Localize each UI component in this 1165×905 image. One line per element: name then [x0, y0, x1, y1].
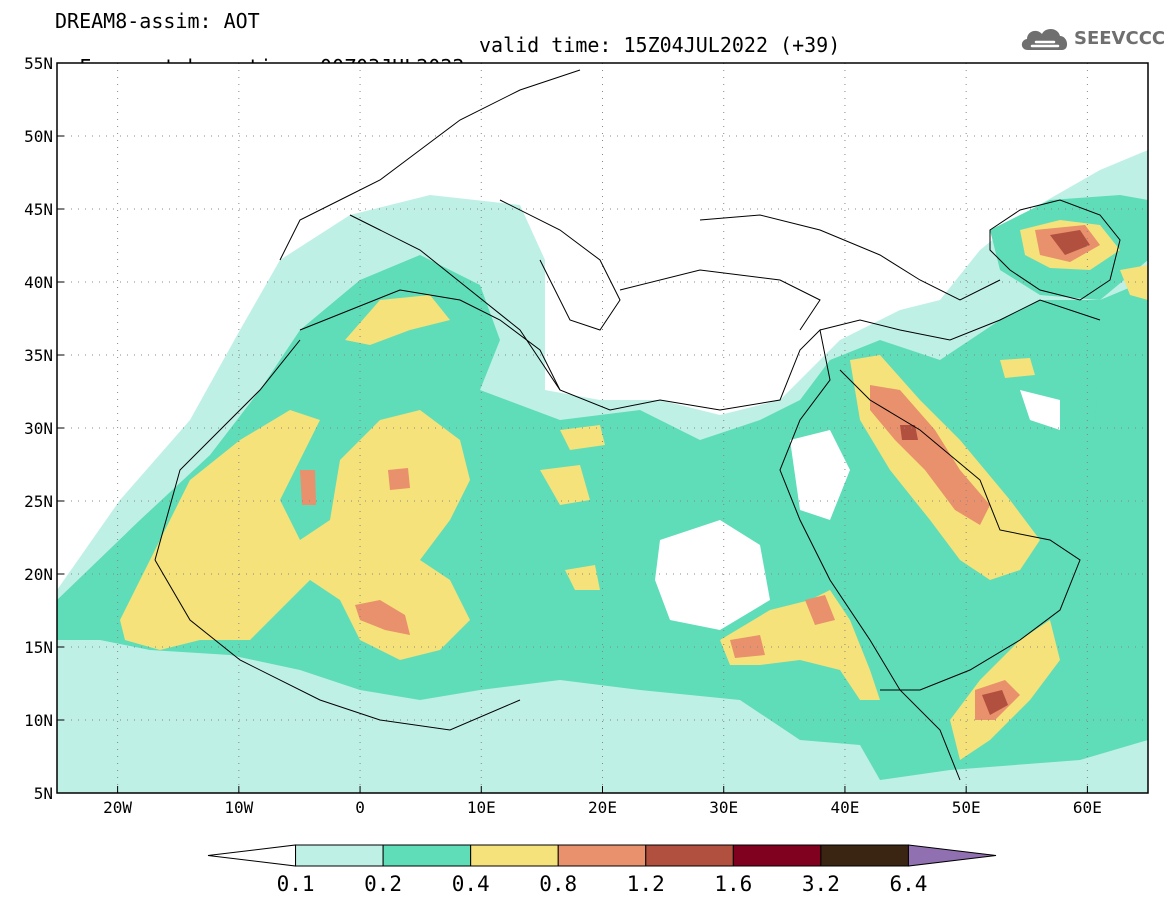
colorbar-swatch [645, 844, 734, 867]
longitude-ticks: 20W 10W 0 10E 20E 30E 40E 50E 60E [103, 786, 1102, 817]
graticule [57, 62, 1148, 794]
seevccc-logo: SEEVCCC [1018, 22, 1165, 58]
lon-tick-label: 20W [103, 798, 132, 817]
lon-tick-label: 40E [830, 798, 859, 817]
lat-tick-label: 25N [24, 492, 53, 511]
coastlines [154, 69, 1121, 781]
colorbar-label: 0.1 [276, 872, 315, 896]
map-title: DREAM8-assim: AOT [55, 9, 260, 33]
colorbar [207, 844, 997, 867]
logo-text: SEEVCCC [1074, 28, 1165, 49]
colorbar-swatch [557, 844, 647, 867]
colorbar-label: 0.8 [539, 872, 578, 896]
aot-clear-areas [655, 390, 1060, 630]
colorbar-swatch [470, 844, 559, 867]
lat-tick-label: 40N [24, 273, 53, 292]
lon-tick-label: 10W [224, 798, 253, 817]
lon-tick-label: 60E [1073, 798, 1102, 817]
colorbar-label: 1.6 [714, 872, 753, 896]
lat-tick-label: 5N [34, 784, 53, 803]
colorbar-swatch [382, 844, 472, 867]
aot-level-1.2 [900, 230, 1090, 715]
lon-tick-label: 50E [952, 798, 981, 817]
lat-tick-label: 50N [24, 127, 53, 146]
lat-tick-label: 20N [24, 565, 53, 584]
colorbar-swatch [907, 844, 997, 867]
colorbar-swatch [207, 844, 297, 867]
cloud-icon [1021, 28, 1068, 50]
lon-tick-label: 10E [467, 798, 496, 817]
colorbar-label: 0.4 [451, 872, 490, 896]
latitude-ticks: 55N 50N 45N 40N 35N 30N 25N 20N 15N 10N 5N [24, 54, 64, 803]
lat-tick-label: 35N [24, 346, 53, 365]
lon-tick-label: 20E [588, 798, 617, 817]
lon-tick-label: 0 [355, 798, 365, 817]
colorbar-label: 1.2 [626, 872, 665, 896]
valid-time: valid time: 15Z04JUL2022 (+39) [479, 33, 841, 57]
colorbar-swatch [295, 844, 384, 867]
lat-tick-label: 10N [24, 711, 53, 730]
lat-tick-label: 45N [24, 200, 53, 219]
colorbar-label: 0.2 [364, 872, 403, 896]
colorbar-swatch [820, 844, 909, 867]
lat-tick-label: 15N [24, 638, 53, 657]
colorbar-label: 6.4 [889, 872, 928, 896]
lon-tick-label: 30E [709, 798, 738, 817]
colorbar-label: 3.2 [801, 872, 840, 896]
lat-tick-label: 30N [24, 419, 53, 438]
colorbar-swatch [732, 844, 822, 867]
lat-tick-label: 55N [24, 54, 53, 73]
